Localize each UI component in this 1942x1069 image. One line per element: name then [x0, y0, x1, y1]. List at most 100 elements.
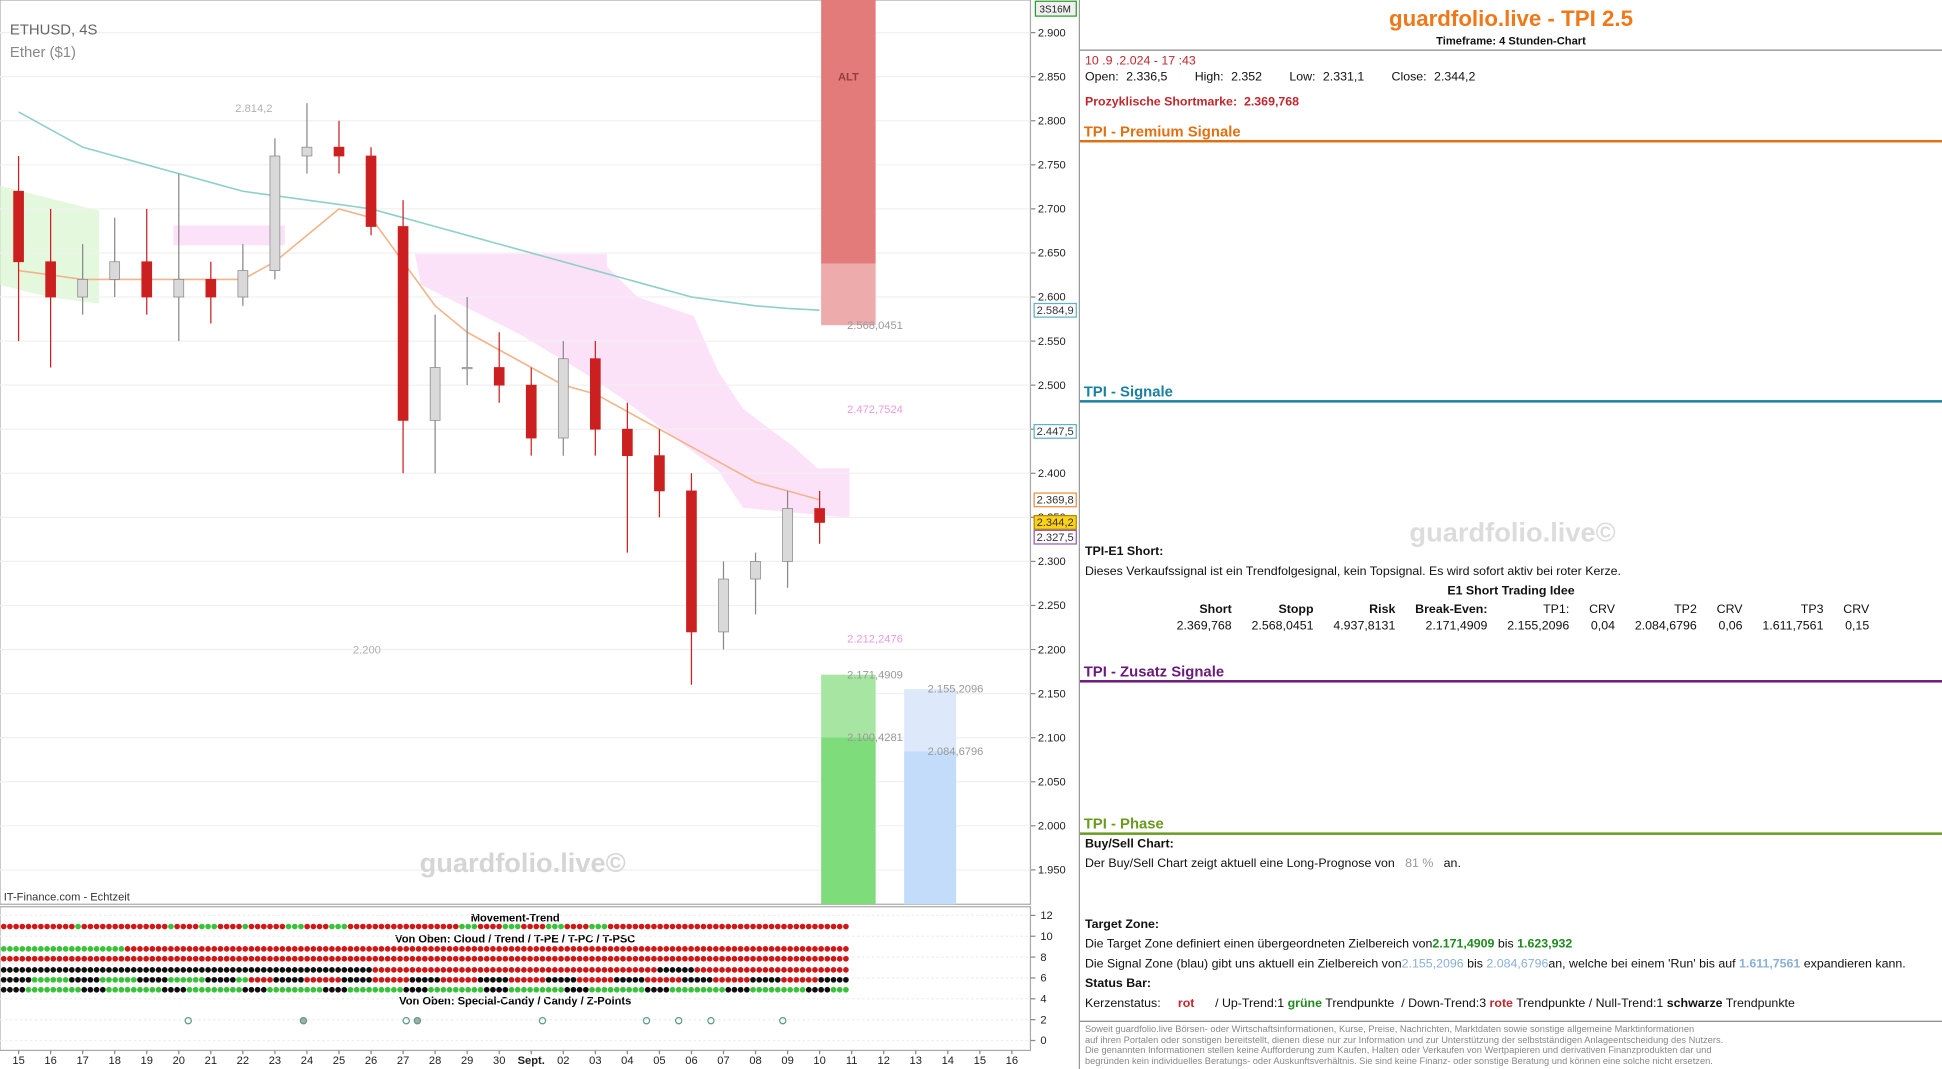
status-dot: [397, 976, 403, 983]
status-dot: [38, 945, 44, 952]
status-dot: [205, 967, 211, 973]
status-dot: [830, 955, 837, 962]
status-dot: [192, 976, 199, 983]
status-dot: [651, 967, 657, 973]
status-dot: [459, 955, 465, 962]
status-dot: [638, 945, 645, 952]
status-dot: [428, 955, 434, 962]
status-dot: [242, 967, 249, 973]
status-dot: [62, 967, 69, 973]
y-tick-label: 4: [1040, 994, 1046, 1006]
indicator-title: Movement-Trend: [471, 913, 560, 925]
status-dot: [192, 923, 199, 930]
status-dot: [248, 955, 255, 962]
status-dot: [818, 945, 824, 952]
status-dot: [112, 976, 119, 983]
status-dot: [750, 955, 756, 962]
status-dot: [781, 967, 787, 973]
status-dot: [298, 945, 304, 952]
status-dot: [440, 923, 447, 930]
status-dot: [663, 986, 670, 993]
status-dot: [743, 976, 750, 983]
status-dot: [843, 955, 849, 962]
status-dot: [174, 976, 180, 983]
status-dot: [81, 945, 88, 952]
status-dot: [0, 976, 7, 983]
cloud: [414, 253, 850, 518]
idea-title: E1 Short Trading Idee: [1447, 584, 1575, 599]
status-dot: [378, 923, 385, 930]
status-dot: [310, 967, 317, 973]
status-dot: [657, 967, 663, 973]
status-dot: [229, 976, 236, 983]
status-dot: [335, 967, 341, 973]
status-dot: [13, 986, 19, 993]
status-dot: [440, 955, 447, 962]
status-dot: [620, 945, 626, 952]
status-dot: [106, 986, 112, 993]
y-tick-label: 2.150: [1038, 688, 1066, 700]
status-dot: [799, 986, 806, 993]
section-title: TPI - Zusatz Signale: [1083, 662, 1225, 681]
status-dot: [81, 976, 88, 983]
status-dot: [576, 923, 583, 930]
status-dot: [651, 976, 657, 983]
candle-body: [750, 561, 761, 580]
y-tick-label: 2.750: [1038, 160, 1066, 172]
status-dot: [496, 976, 502, 983]
status-dot: [805, 967, 812, 973]
status-dot: [180, 955, 187, 962]
status-dot: [25, 955, 32, 962]
divider: [1079, 1020, 1942, 1022]
status-dot: [607, 923, 614, 930]
candle-body: [718, 578, 729, 633]
status-dot: [663, 976, 670, 983]
status-dot: [514, 955, 521, 962]
status-dot: [471, 976, 478, 983]
status-dot: [223, 967, 230, 973]
status-dot: [0, 955, 7, 962]
status-dot: [483, 976, 490, 983]
status-dot: [44, 976, 50, 983]
status-dot: [459, 945, 465, 952]
status-dot: [731, 945, 738, 952]
status-dot: [223, 955, 230, 962]
status-dot: [248, 967, 255, 973]
status-dot: [223, 976, 230, 983]
status-dot: [199, 955, 205, 962]
status-dot: [483, 923, 490, 930]
table-header: Short Stopp Risk Break-Even: TP1: CRV TP2 CRV TP…: [1167, 602, 1879, 618]
status-dot: [143, 955, 149, 962]
status-dot: [651, 923, 657, 930]
status-dot: [384, 986, 391, 993]
x-tick-label: 11: [846, 1055, 858, 1067]
status-dot: [768, 955, 775, 962]
status-dot: [719, 955, 725, 962]
status-dot: [632, 967, 639, 973]
status-dot: [279, 967, 286, 973]
status-dot: [620, 955, 626, 962]
status-dot: [477, 923, 484, 930]
y-tick-label: 2.900: [1038, 27, 1066, 39]
status-dot: [93, 986, 100, 993]
status-dot: [236, 976, 242, 983]
buysell-title: Buy/Sell Chart:: [1084, 837, 1174, 851]
status-dot: [341, 976, 348, 983]
target-text: Die Target Zone definiert einen übergeor…: [1085, 938, 1572, 952]
status-dot: [514, 986, 521, 993]
status-dot: [576, 986, 583, 993]
text: 2.155,2096: [1401, 957, 1464, 972]
status-dot: [223, 945, 230, 952]
status-dot: [601, 955, 608, 962]
status-dot: [44, 986, 50, 993]
status-dot: [564, 967, 571, 973]
divider: [1079, 49, 1942, 51]
status-dot: [521, 923, 527, 930]
indicator-subtitle: Von Oben: Special-Candy / Candy / Z-Poin…: [399, 996, 631, 1008]
status-dot: [818, 923, 824, 930]
status-dot: [378, 945, 385, 952]
status-dot: [694, 986, 701, 993]
status-dot: [25, 976, 32, 983]
status-dot: [774, 945, 781, 952]
status-dot: [812, 923, 818, 930]
